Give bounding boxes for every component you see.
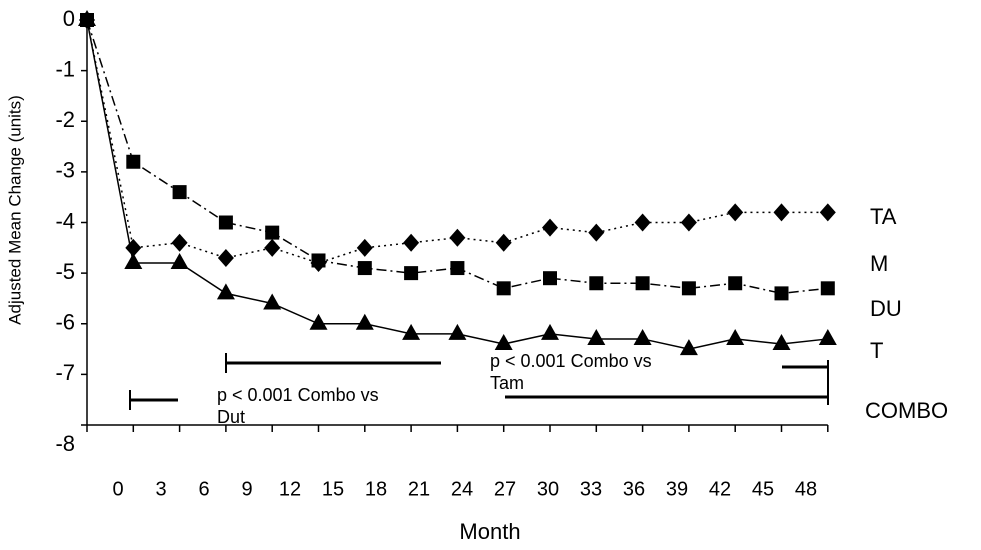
side-label: DU	[870, 296, 902, 321]
point	[680, 213, 697, 232]
point	[126, 154, 141, 169]
x-tick-label: 24	[451, 478, 473, 500]
point	[356, 238, 373, 257]
y-tick-label: -4	[55, 208, 75, 233]
point	[587, 328, 606, 345]
point	[633, 328, 652, 345]
y-tick-label: -5	[55, 259, 75, 284]
point	[588, 223, 605, 242]
point	[217, 248, 234, 267]
x-tick-label: 48	[795, 478, 817, 500]
side-label: T	[870, 338, 883, 363]
point	[404, 266, 419, 281]
point	[311, 253, 326, 268]
point	[494, 334, 513, 350]
point	[589, 276, 604, 291]
point	[78, 10, 96, 26]
x-tick-label: 6	[198, 478, 209, 500]
x-tick-label: 45	[752, 478, 774, 500]
point	[543, 271, 557, 286]
x-tick-label: 33	[580, 478, 602, 500]
annotation: p < 0.001 Combo vs	[490, 351, 652, 371]
point	[263, 293, 282, 310]
x-tick-label: 3	[155, 478, 166, 500]
point	[357, 261, 372, 276]
y-axis-label: Adjusted Mean Change (units)	[5, 95, 24, 325]
x-tick-label: 15	[322, 478, 344, 500]
point	[772, 334, 791, 350]
point	[727, 203, 744, 222]
x-axis-label: Month	[459, 519, 520, 544]
point	[124, 253, 143, 269]
x-tick-label: 27	[494, 478, 516, 500]
annotation: p < 0.001 Combo vs	[217, 385, 379, 405]
x-tick-label: 12	[279, 478, 301, 500]
side-label: COMBO	[865, 398, 948, 423]
point	[170, 253, 189, 269]
y-tick-label: -1	[55, 56, 75, 81]
y-tick-label: -2	[55, 107, 75, 132]
point	[542, 218, 558, 237]
point	[448, 323, 467, 340]
point	[819, 203, 836, 222]
point	[449, 228, 466, 247]
side-label: TA	[870, 204, 897, 229]
point	[541, 323, 559, 340]
point	[635, 276, 650, 291]
point	[309, 313, 328, 330]
significance-brackets	[129, 353, 829, 410]
point	[265, 225, 280, 240]
y-tick-label: -8	[55, 431, 75, 456]
point	[218, 215, 233, 230]
point	[171, 233, 188, 252]
point	[403, 233, 420, 252]
series-line	[86, 19, 828, 295]
y-tick-label: -7	[55, 360, 75, 385]
point	[818, 328, 837, 345]
point	[774, 286, 789, 301]
x-tick-label: 42	[709, 478, 731, 500]
point	[726, 328, 745, 345]
x-tick-label: 21	[408, 478, 430, 500]
annotation: Dut	[217, 407, 245, 427]
side-label: M	[870, 251, 888, 276]
point	[402, 323, 421, 340]
point	[495, 233, 512, 252]
point	[634, 213, 651, 232]
x-tick-label: 0	[112, 478, 123, 500]
x-tick-label: 30	[537, 478, 559, 500]
y-tick-label: -6	[55, 310, 75, 335]
point	[450, 261, 465, 276]
point	[728, 276, 743, 291]
x-tick-label: 39	[666, 478, 688, 500]
point	[216, 283, 235, 300]
x-tick-label: 18	[365, 478, 387, 500]
annotation: Tam	[490, 373, 524, 393]
point	[172, 185, 187, 200]
point	[264, 238, 281, 257]
point	[355, 313, 374, 330]
series-line	[86, 19, 828, 350]
point	[496, 281, 511, 296]
y-tick-label: -3	[55, 158, 75, 183]
point	[820, 281, 835, 296]
point	[679, 339, 698, 356]
x-tick-label: 9	[241, 478, 252, 500]
x-tick-label: 36	[623, 478, 645, 500]
point	[681, 281, 696, 296]
series-line	[86, 19, 828, 264]
y-tick-label: 0	[63, 6, 75, 31]
point	[773, 203, 790, 222]
